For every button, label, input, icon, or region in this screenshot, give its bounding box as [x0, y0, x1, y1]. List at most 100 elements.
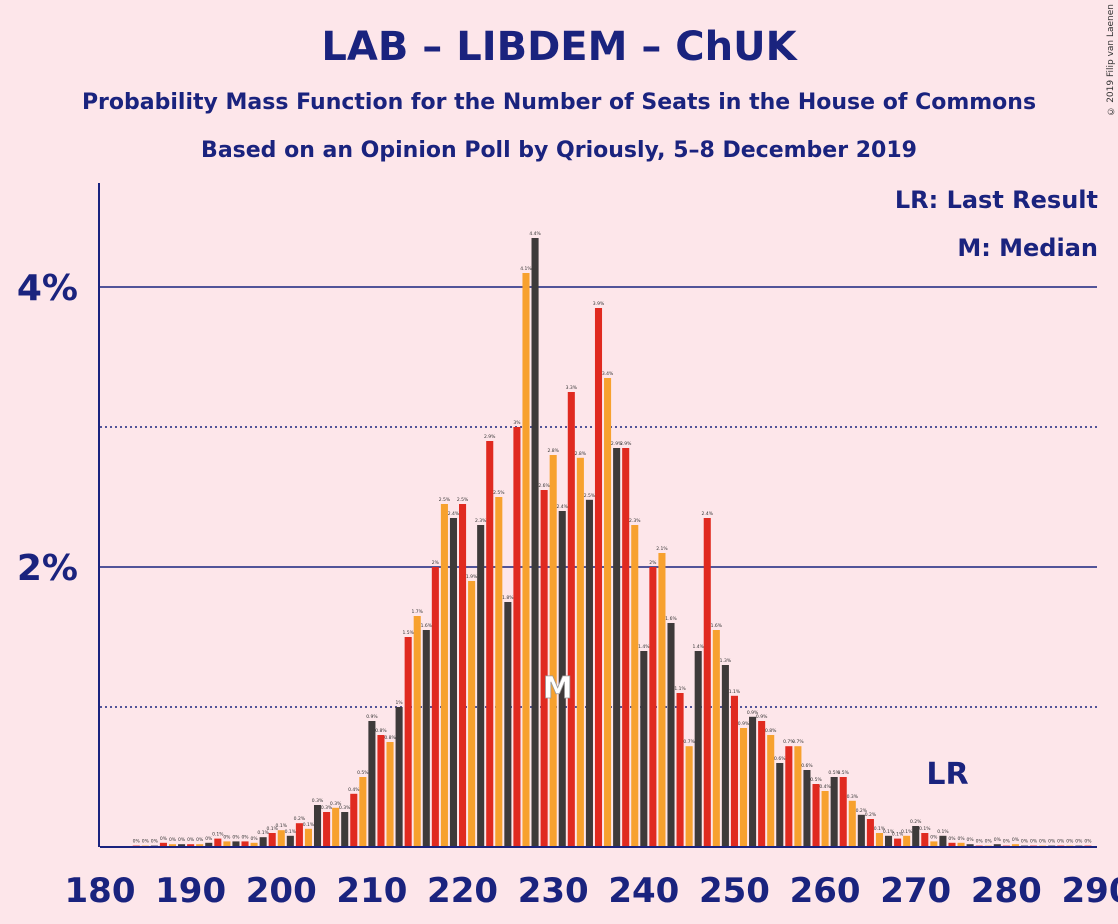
bar-seat-221	[468, 581, 476, 847]
bar-value-label: 0.5%	[837, 770, 849, 776]
bar-seat-264	[857, 814, 865, 847]
bar-value-label: 0.6%	[801, 763, 813, 769]
bar-value-label: 1%	[396, 700, 404, 706]
bar-value-label: 0.9%	[747, 710, 759, 716]
bar-value-label: 3%	[513, 420, 521, 426]
bar-seat-263	[848, 800, 856, 847]
bar-seat-266	[875, 833, 884, 847]
bar-seat-204	[313, 805, 322, 847]
bar-seat-218	[440, 504, 448, 847]
bar-seat-201	[286, 835, 294, 847]
bar-seat-210	[368, 721, 376, 847]
bar-seat-226	[513, 427, 521, 847]
bar-seat-212	[386, 742, 394, 847]
chart-subtitle-poll: Based on an Opinion Poll by Qriously, 5–…	[201, 138, 917, 163]
bar-seat-252	[749, 716, 757, 847]
bar-value-label: 0.1%	[901, 829, 913, 835]
bar-value-label: 1.1%	[674, 686, 686, 692]
bar-value-label: 0.3%	[847, 794, 859, 800]
bar-value-label: 1.6%	[665, 616, 677, 622]
bar-seat-281	[1011, 844, 1019, 847]
chart-subtitle: Probability Mass Function for the Number…	[81, 90, 1037, 115]
bar-value-label: 0.1%	[212, 832, 224, 838]
bar-value-label: 4.1%	[520, 266, 532, 272]
bar-seat-276	[966, 844, 974, 847]
bar-value-label: 0.8%	[384, 735, 396, 741]
bar-seat-207	[341, 812, 349, 847]
bar-seat-216	[422, 630, 430, 847]
x-tick-label: 230	[518, 871, 589, 911]
x-tick-label: 220	[427, 871, 498, 911]
y-tick-label: 2%	[17, 548, 78, 589]
bar-value-label: 0%	[151, 839, 159, 845]
bar-seat-233	[576, 457, 584, 847]
bar-value-label: 2.5%	[584, 493, 596, 499]
bar-value-label: 0.3%	[321, 805, 333, 811]
bar-value-label: 0%	[142, 839, 150, 845]
bar-value-label: 2.5%	[439, 497, 451, 503]
bar-value-label: 0%	[1075, 839, 1083, 845]
bar-value-label: 0%	[1003, 839, 1011, 845]
bar-value-label: 0.5%	[810, 777, 822, 783]
bar-seat-258	[803, 770, 811, 847]
bar-value-label: 2.4%	[702, 511, 714, 517]
bar-value-label: 2%	[649, 560, 657, 566]
bar-value-label: 2.8%	[547, 448, 559, 454]
bar-value-label: 0%	[994, 837, 1002, 843]
bar-seat-230	[549, 455, 557, 847]
x-tick-label: 210	[336, 871, 407, 911]
bar-value-label: 0%	[1039, 839, 1047, 845]
bar-value-label: 2.3%	[475, 518, 487, 524]
bar-value-label: 0.8%	[375, 728, 387, 734]
bar-seat-240	[640, 651, 648, 847]
bar-value-label: 0.2%	[294, 816, 306, 822]
bar-seat-214	[404, 637, 412, 847]
bar-seat-274	[948, 842, 956, 847]
bar-seat-205	[323, 812, 331, 847]
bar-value-label: 0.3%	[330, 801, 342, 807]
bar-seat-232	[567, 392, 575, 847]
bar-value-label: 0.6%	[774, 756, 786, 762]
bar-seat-217	[431, 567, 439, 847]
bar-value-label: 0%	[133, 839, 141, 845]
bar-seat-256	[785, 746, 793, 847]
bar-value-label: 0.3%	[312, 798, 324, 804]
bar-seat-224	[495, 497, 503, 847]
bar-seat-262	[839, 777, 847, 847]
bar-seat-193	[214, 838, 222, 847]
bar-seat-257	[794, 746, 802, 847]
bar-value-label: 0.2%	[856, 808, 868, 814]
bar-value-label: 3.9%	[593, 301, 605, 307]
bar-seat-225	[504, 602, 512, 847]
bar-seat-227	[522, 273, 530, 847]
bar-value-label: 3.3%	[566, 385, 578, 391]
bar-seat-219	[449, 518, 458, 847]
bar-value-label: 2%	[432, 560, 440, 566]
bar-value-label: 0%	[187, 837, 195, 843]
bar-value-label: 2.9%	[620, 441, 632, 447]
bar-value-label: 2.3%	[629, 518, 641, 524]
x-tick-label: 190	[155, 871, 226, 911]
last-result-marker: LR	[926, 757, 968, 792]
bar-value-label: 0%	[1057, 839, 1065, 845]
bar-value-label: 0.1%	[257, 830, 269, 836]
bar-value-label: 4.4%	[529, 231, 541, 237]
bar-value-label: 0%	[169, 837, 177, 843]
bar-value-label: 1.5%	[402, 630, 414, 636]
bar-seat-250	[730, 695, 738, 847]
bar-value-label: 0%	[1084, 839, 1092, 845]
bar-value-label: 1.8%	[502, 595, 514, 601]
bar-seat-228	[531, 238, 539, 847]
bar-seat-244	[676, 693, 684, 847]
bar-seat-231	[558, 511, 566, 847]
bar-value-label: 2.5%	[493, 490, 505, 496]
bar-value-label: 0.4%	[819, 784, 831, 790]
bar-seat-270	[912, 826, 920, 847]
bar-seat-269	[903, 835, 911, 847]
bar-value-label: 0%	[930, 834, 938, 840]
bar-value-label: 0%	[196, 837, 204, 843]
bar-value-label: 0%	[205, 836, 213, 842]
bar-value-label: 0%	[160, 836, 168, 842]
bar-seat-272	[930, 841, 938, 847]
bar-seat-220	[459, 504, 467, 847]
